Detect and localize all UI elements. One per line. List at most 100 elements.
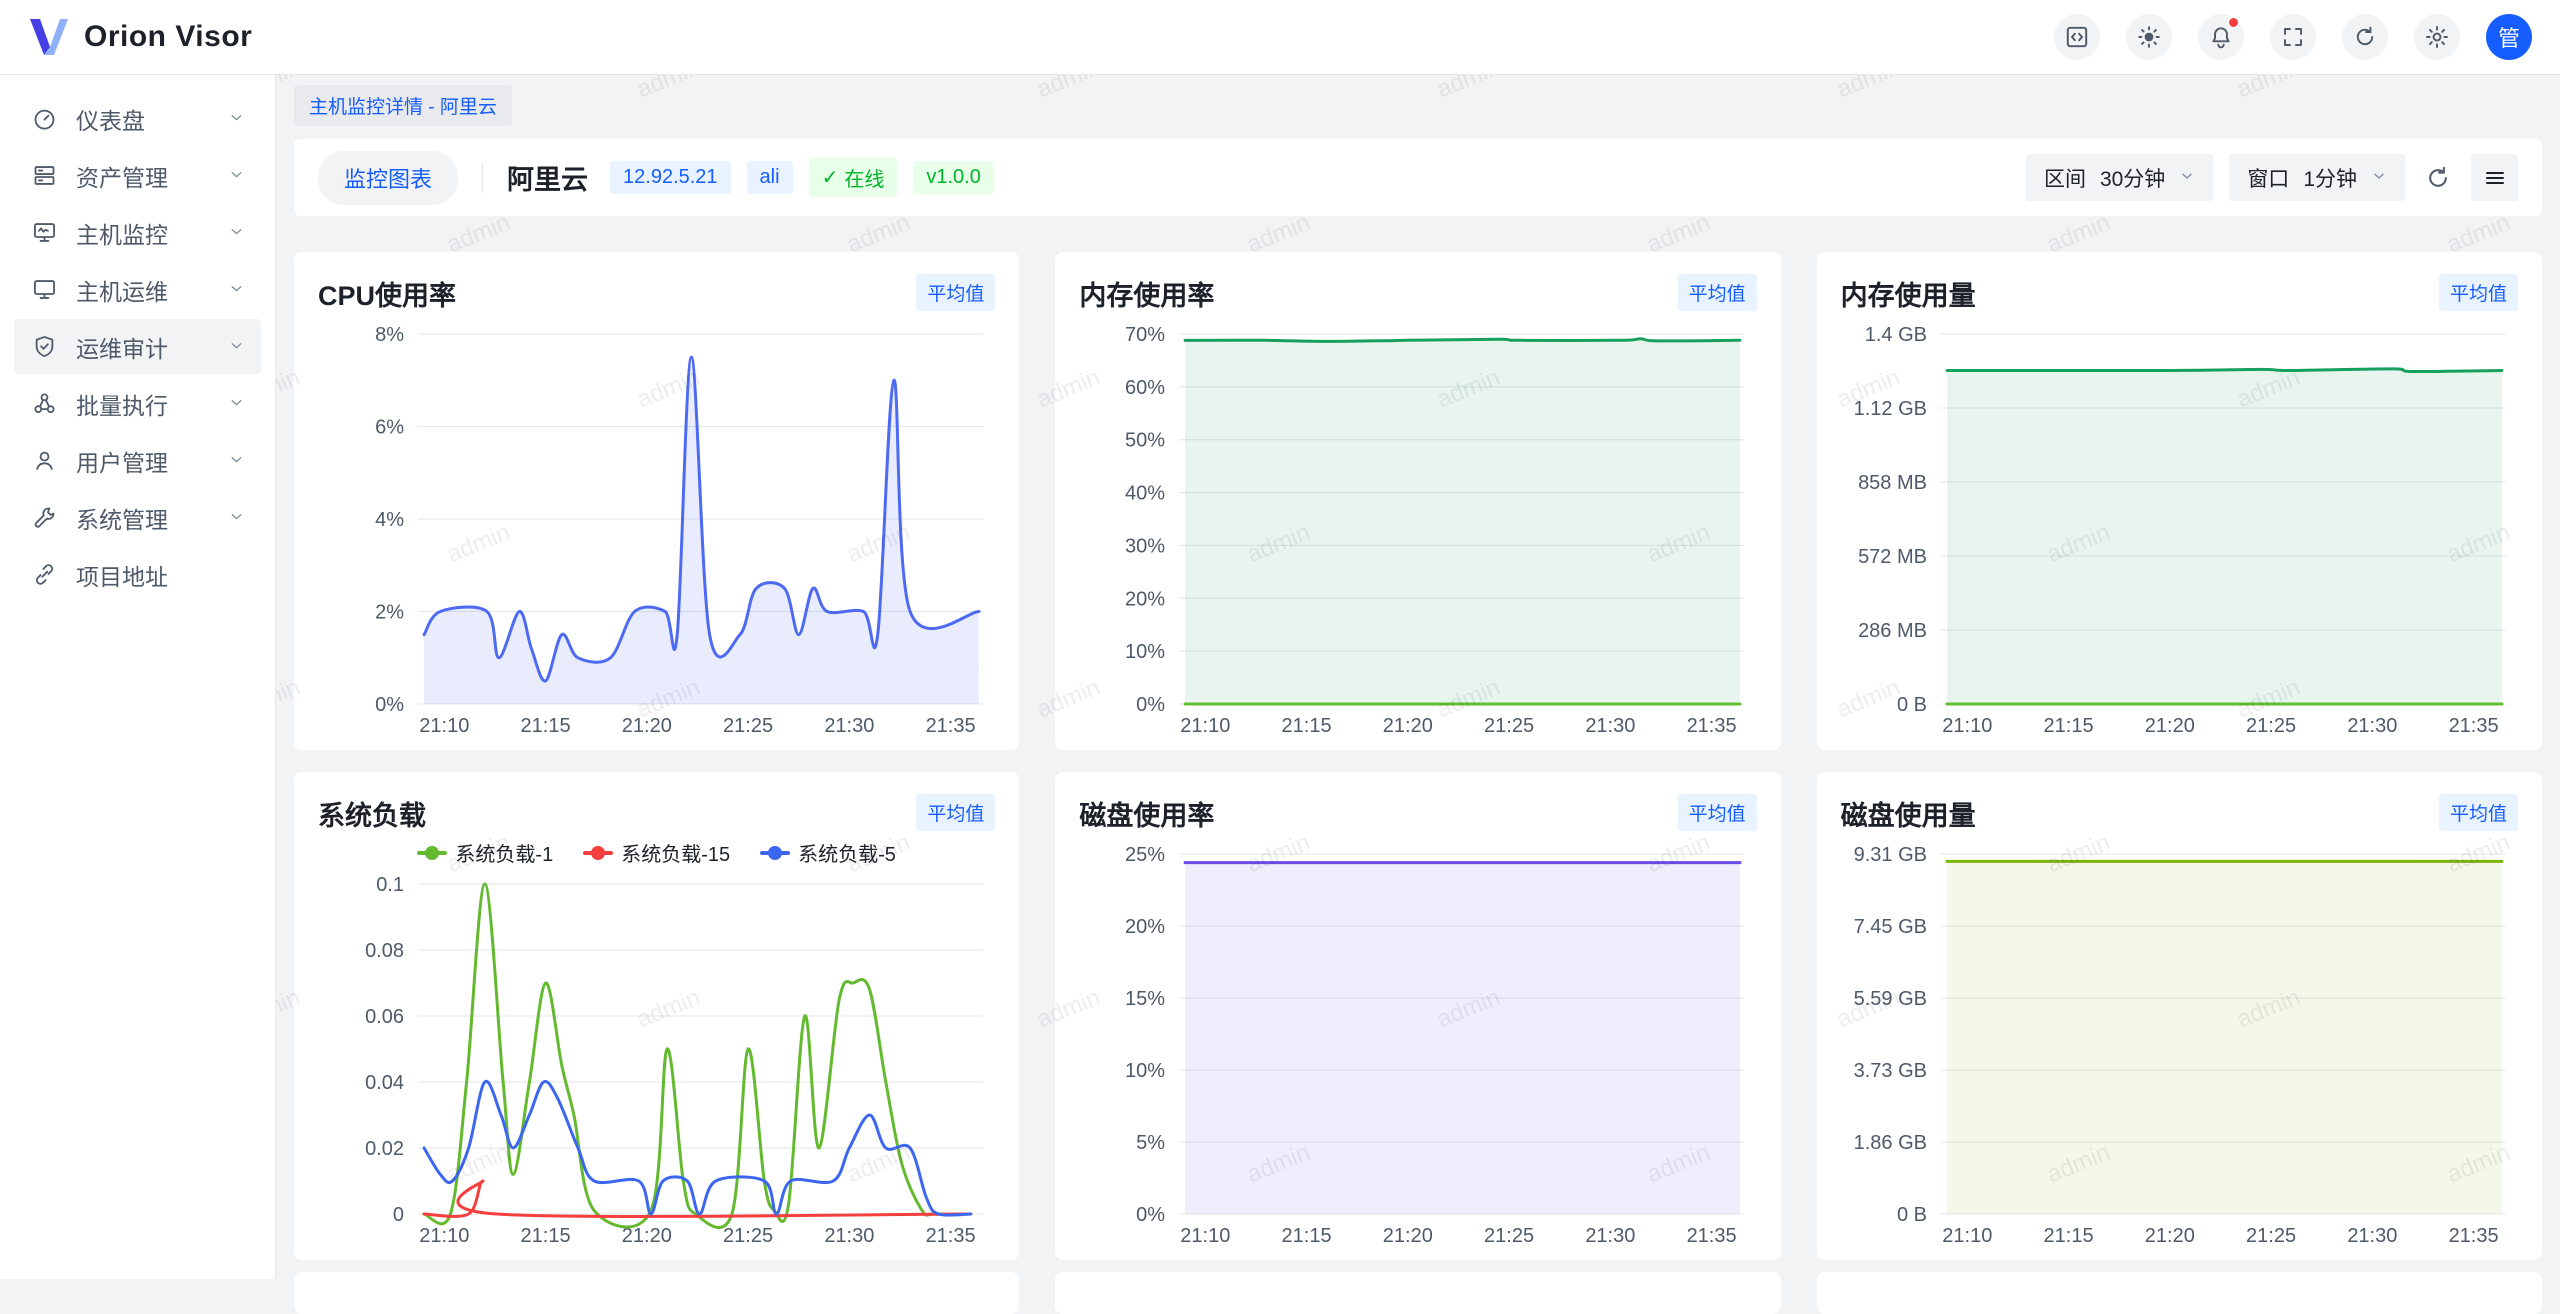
chart-title: 磁盘使用量 [1841,794,1976,833]
chevron-down-icon [228,276,245,303]
svg-text:21:30: 21:30 [824,1225,874,1247]
sidebar-item-audit-shield[interactable]: 运维审计 [14,319,261,374]
app-title: Orion Visor [84,20,252,54]
legend-item[interactable]: 系统负载-15 [583,838,730,867]
user-avatar[interactable]: 管 [2486,14,2532,60]
svg-text:70%: 70% [1125,324,1165,346]
svg-text:9.31 GB: 9.31 GB [1853,844,1926,866]
sidebar-item-dashboard[interactable]: 仪表盘 [14,91,261,146]
svg-text:0 B: 0 B [1897,694,1927,716]
orion-visor-logo-icon [28,17,70,57]
menu-icon[interactable] [2471,154,2518,201]
svg-text:21:15: 21:15 [1282,1225,1332,1247]
batch-exec-icon [30,390,58,418]
sidebar-item-label: 主机运维 [76,273,228,307]
memory-usage-rate-chart: 0%10%20%30%40%50%60%70%21:1021:1521:2021… [1079,318,1756,740]
legend-label: 系统负载-1 [455,838,553,867]
header-actions: 管 [2054,14,2532,60]
tab-monitor-charts[interactable]: 监控图表 [318,151,458,205]
refresh-icon[interactable] [2425,165,2451,191]
aggregation-badge: 平均值 [1678,274,1757,311]
chart-card-partial [294,1272,1019,1314]
online-status-tag: ✓在线 [809,158,898,197]
app-header: Orion Visor [0,0,2560,75]
sidebar-item-batch-exec[interactable]: 批量执行 [14,376,261,431]
legend-label: 系统负载-5 [798,838,896,867]
legend-item[interactable]: 系统负载-1 [417,838,553,867]
svg-text:21:15: 21:15 [521,715,571,737]
legend-marker [417,851,447,855]
main-content: 主机监控详情 - 阿里云 监控图表 阿里云 12.92.5.21 ali ✓在线… [276,75,2560,1279]
svg-text:21:30: 21:30 [1586,715,1636,737]
svg-text:21:25: 21:25 [1484,715,1534,737]
chevron-down-icon [228,219,245,246]
aggregation-badge: 平均值 [916,794,995,831]
sidebar-item-host-ops[interactable]: 主机运维 [14,262,261,317]
svg-text:20%: 20% [1125,916,1165,938]
svg-text:21:35: 21:35 [1687,1225,1737,1247]
svg-text:21:10: 21:10 [419,1225,469,1247]
disk-usage-rate-chart: 0%5%10%15%20%25%21:1021:1521:2021:2521:3… [1079,838,1756,1250]
svg-text:2%: 2% [375,602,404,624]
svg-text:21:15: 21:15 [521,1225,571,1247]
chart-card-disk-usage-amount: 磁盘使用量 平均值 0 B1.86 GB3.73 GB5.59 GB7.45 G… [1817,772,2542,1260]
svg-text:1.86 GB: 1.86 GB [1853,1132,1926,1154]
sidebar: 仪表盘 资产管理 主机监控 主机运维 运维审计 批量执行 用户管理 [0,75,276,1279]
aggregation-badge: 平均值 [2439,794,2518,831]
chart-title: 磁盘使用率 [1079,794,1214,833]
check-icon: ✓ [822,165,839,190]
notification-bell-icon[interactable] [2198,14,2244,60]
fullscreen-icon[interactable] [2270,14,2316,60]
svg-text:21:25: 21:25 [1484,1225,1534,1247]
sidebar-item-user-manage[interactable]: 用户管理 [14,433,261,488]
svg-text:7.45 GB: 7.45 GB [1853,916,1926,938]
sidebar-item-assets[interactable]: 资产管理 [14,148,261,203]
sidebar-item-host-monitor[interactable]: 主机监控 [14,205,261,260]
sidebar-item-project-link[interactable]: 项目地址 [14,547,261,602]
user-manage-icon [30,447,58,475]
window-select[interactable]: 窗口 1分钟 [2229,154,2405,201]
svg-text:20%: 20% [1125,588,1165,610]
next-row-partial [294,1272,2542,1314]
legend-marker [583,851,613,855]
chart-card-system-load: 系统负载 平均值 系统负载-1 系统负载-15 系统负载-500.020.040… [294,772,1019,1260]
svg-text:10%: 10% [1125,1060,1165,1082]
code-icon[interactable] [2054,14,2100,60]
svg-text:6%: 6% [375,417,404,439]
aggregation-badge: 平均值 [916,274,995,311]
chart-card-partial [1817,1272,2542,1314]
divider [482,163,483,193]
chart-title: 内存使用率 [1079,274,1214,313]
svg-text:50%: 50% [1125,430,1165,452]
chart-legend[interactable]: 系统负载-1 系统负载-15 系统负载-5 [318,838,995,867]
chevron-down-icon [228,390,245,417]
svg-text:21:25: 21:25 [2246,1225,2296,1247]
svg-text:0.1: 0.1 [376,874,404,896]
host-ip-tag: 12.92.5.21 [610,161,731,194]
svg-text:21:30: 21:30 [824,715,874,737]
svg-text:21:20: 21:20 [2144,715,2194,737]
disk-usage-amount-chart: 0 B1.86 GB3.73 GB5.59 GB7.45 GB9.31 GB21… [1841,838,2518,1250]
system-load-chart: 系统负载-1 系统负载-15 系统负载-500.020.040.060.080.… [318,838,995,1250]
refresh-icon[interactable] [2342,14,2388,60]
svg-text:3.73 GB: 3.73 GB [1853,1060,1926,1082]
chart-card-cpu-usage-rate: CPU使用率 平均值 0%2%4%6%8%21:1021:1521:2021:2… [294,252,1019,750]
range-select[interactable]: 区间 30分钟 [2026,154,2213,201]
theme-icon[interactable] [2126,14,2172,60]
settings-gear-icon[interactable] [2414,14,2460,60]
svg-text:0.08: 0.08 [365,940,404,962]
legend-item[interactable]: 系统负载-5 [760,838,896,867]
chevron-down-icon [228,162,245,189]
sidebar-item-label: 用户管理 [76,444,228,478]
legend-marker [760,851,790,855]
breadcrumb[interactable]: 主机监控详情 - 阿里云 [294,85,512,126]
svg-text:286 MB: 286 MB [1858,620,1927,642]
chevron-down-icon [2179,166,2195,190]
project-link-icon [30,561,58,589]
svg-text:0.06: 0.06 [365,1006,404,1028]
chevron-down-icon [228,333,245,360]
sidebar-item-system-manage[interactable]: 系统管理 [14,490,261,545]
chevron-down-icon [228,447,245,474]
svg-text:5%: 5% [1136,1132,1165,1154]
svg-text:0%: 0% [1136,1204,1165,1226]
